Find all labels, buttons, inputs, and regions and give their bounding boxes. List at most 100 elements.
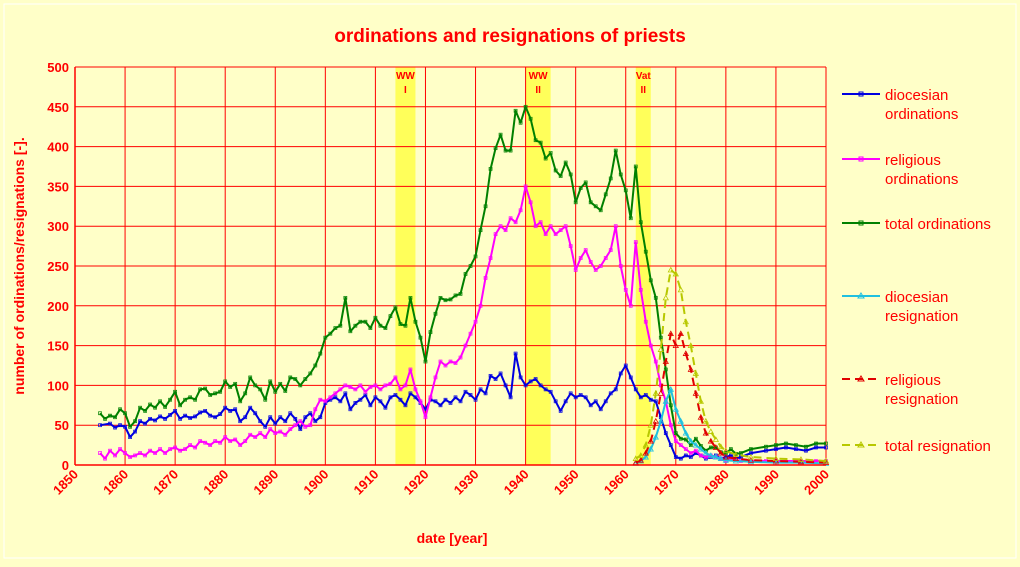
x-tick-label-6: 1910 [350, 467, 381, 498]
series-2-point-39 [293, 377, 298, 381]
series-2-point-47 [333, 326, 338, 330]
series-0-point-106 [633, 387, 638, 392]
series-2-point-31 [253, 383, 258, 388]
legend-label-4-1: resignation [885, 391, 958, 408]
series-0-point-50 [353, 401, 358, 405]
series-2-point-97 [583, 180, 588, 185]
series-2-point-68 [438, 295, 443, 300]
series-2-point-10 [148, 402, 152, 407]
series-2-point-62 [408, 295, 413, 300]
x-axis-label: date [year] [417, 530, 488, 546]
legend-label-3-0: diocesian [885, 289, 948, 306]
series-4-point-14 [702, 429, 710, 436]
series-2-point-63 [413, 319, 418, 324]
series-2-point-42 [308, 371, 313, 376]
band-label-1-0: WW [529, 71, 548, 82]
series-0-point-87 [538, 383, 543, 388]
series-2-point-48 [338, 323, 343, 328]
series-1-point-83 [513, 220, 518, 225]
series-1-point-34 [268, 427, 273, 432]
series-4-point-16 [712, 444, 720, 450]
series-2-point-89 [543, 156, 548, 161]
series-2-point-81 [503, 148, 508, 153]
series-1-point-5 [123, 451, 127, 455]
x-tick-label-9: 1940 [501, 467, 532, 498]
series-1-point-40 [298, 419, 303, 424]
series-1-point-1 [103, 456, 107, 461]
series-0-point-86 [533, 377, 538, 381]
axis-layer: 0 50 100 150 200 250 300 350 400 450 500 1850 1860 18… [47, 60, 832, 498]
series-2-point-52 [358, 319, 363, 324]
series-1-point-41 [303, 424, 308, 429]
series-0-point-69 [448, 401, 453, 405]
series-5-point-21 [772, 455, 780, 462]
series-1-point-103 [613, 224, 618, 229]
series-0-point-104 [623, 363, 628, 368]
series-1-point-119 [693, 448, 698, 453]
series-1-point-89 [543, 232, 548, 237]
y-tick-label-4: 200 [47, 299, 69, 314]
series-0-point-15 [178, 416, 182, 421]
series-2-point-46 [328, 331, 333, 336]
series-0-point-42 [313, 419, 318, 424]
series-0-point-53 [368, 403, 373, 408]
series-2-point-126 [729, 447, 733, 451]
series-2-point-36 [278, 381, 283, 386]
series-2-point-55 [373, 315, 378, 320]
series-0-point-102 [613, 387, 618, 392]
series-2-point-50 [348, 329, 353, 334]
series-1-point-21 [203, 440, 208, 445]
x-tick-label-5: 1900 [300, 467, 331, 498]
series-2-point-80 [498, 132, 503, 137]
series-1-point-67 [433, 375, 438, 380]
series-line-1 [99, 185, 826, 462]
series-0-point-88 [543, 387, 548, 392]
series-1-point-4 [118, 447, 122, 451]
series-1-point-46 [328, 395, 333, 400]
series-2-point-100 [598, 208, 603, 213]
series-4-point-7 [667, 330, 674, 337]
series-1-point-2 [108, 448, 112, 453]
series-0-point-94 [573, 395, 578, 400]
series-2-point-51 [353, 323, 358, 328]
series-1-point-54 [368, 385, 373, 389]
series-1-point-63 [413, 387, 418, 392]
series-0-point-1 [108, 421, 112, 426]
series-1-point-79 [493, 232, 498, 237]
series-1-point-25 [223, 435, 228, 439]
series-0-point-84 [523, 383, 528, 388]
series-4-point-17 [717, 449, 725, 456]
series-0-point-4 [123, 424, 127, 429]
legend-label-0-0: diocesian [885, 87, 948, 104]
series-1-point-84 [518, 208, 523, 213]
series-1-point-24 [218, 440, 223, 445]
series-2-point-54 [368, 326, 373, 330]
series-1-point-8 [138, 451, 142, 455]
x-tick-label-8: 1930 [451, 467, 482, 498]
series-2-point-17 [183, 397, 187, 402]
series-1-point-50 [348, 385, 353, 389]
series-1-point-3 [113, 453, 117, 458]
series-5-point-1 [637, 452, 644, 458]
series-0-point-131 [784, 445, 788, 450]
series-2-point-23 [213, 391, 218, 396]
series-2-point-22 [208, 393, 213, 397]
series-0-point-68 [443, 397, 448, 402]
series-2-point-129 [749, 447, 753, 451]
series-1-point-70 [448, 359, 453, 364]
series-1-point-98 [588, 260, 593, 264]
series-2-point-44 [318, 351, 323, 356]
series-0-point-21 [208, 413, 213, 418]
band-label-0-0: WW [396, 71, 415, 82]
series-1-point-0 [98, 451, 102, 455]
series-5-point-15 [707, 428, 715, 434]
series-0-point-0 [98, 423, 102, 428]
series-1-point-120 [698, 453, 703, 458]
series-1-point-65 [423, 415, 428, 420]
series-2-point-79 [493, 146, 498, 151]
series-0-point-73 [468, 393, 473, 397]
series-2-point-122 [708, 445, 713, 450]
series-0-point-56 [383, 405, 388, 410]
series-1-point-28 [238, 443, 243, 447]
series-1-point-59 [393, 375, 398, 380]
